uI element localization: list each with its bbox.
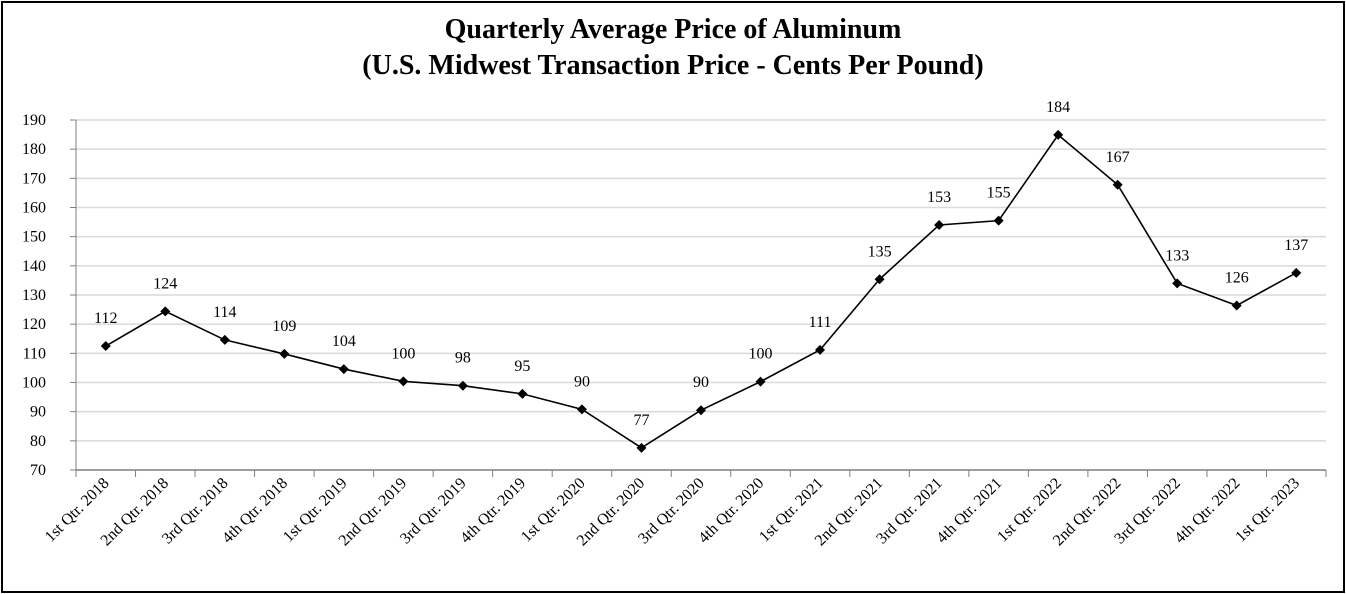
y-axis-tick-labels: 70 80 90 100 110 120 130 140 150 160 170 180 190 <box>22 112 46 479</box>
y-tick-label: 130 <box>22 287 46 304</box>
data-marker <box>160 306 171 317</box>
data-marker <box>100 341 111 352</box>
y-tick-label: 170 <box>22 170 46 187</box>
y-tick-label: 160 <box>22 200 46 217</box>
data-marker <box>874 274 885 285</box>
x-tick-label: 1st Qtr. 2023 <box>1232 475 1303 546</box>
data-label: 90 <box>693 374 709 391</box>
data-label: 126 <box>1225 270 1249 287</box>
axes <box>70 119 1327 477</box>
data-marker <box>576 404 587 415</box>
data-label: 77 <box>633 412 649 429</box>
data-marker <box>517 388 528 399</box>
data-label: 104 <box>332 333 356 350</box>
data-marker <box>636 442 647 453</box>
y-tick-label: 180 <box>22 141 46 158</box>
data-label: 153 <box>927 189 951 206</box>
gridlines <box>76 119 1326 442</box>
data-marker <box>338 364 349 375</box>
y-tick-label: 140 <box>22 258 46 275</box>
data-labels: 112 124 114 109 104 100 98 95 90 77 90 100 111 135 153… <box>94 99 1308 429</box>
data-marker <box>1231 300 1242 311</box>
chart-subtitle: (U.S. Midwest Transaction Price - Cents … <box>362 50 984 81</box>
y-tick-label: 80 <box>30 433 46 450</box>
data-label: 100 <box>391 345 415 362</box>
data-label: 95 <box>514 358 530 375</box>
data-marker <box>457 380 468 391</box>
data-label: 90 <box>574 373 590 390</box>
data-marker <box>1172 278 1183 289</box>
data-label: 100 <box>749 346 773 363</box>
y-tick-label: 150 <box>22 229 46 246</box>
data-marker <box>398 376 409 387</box>
data-label: 133 <box>1165 247 1189 264</box>
data-label: 135 <box>868 243 892 260</box>
data-marker <box>696 405 706 416</box>
y-tick-label: 190 <box>22 112 46 129</box>
data-marker <box>934 220 945 230</box>
chart-title: Quarterly Average Price of Aluminum <box>444 14 902 45</box>
data-markers <box>100 129 1302 453</box>
data-marker <box>1291 267 1302 278</box>
data-marker <box>1112 179 1123 190</box>
y-tick-label: 100 <box>22 375 46 392</box>
data-label: 167 <box>1106 149 1130 166</box>
data-marker <box>993 215 1004 226</box>
y-tick-label: 110 <box>23 345 46 362</box>
data-marker <box>755 376 766 387</box>
data-label: 109 <box>272 318 296 335</box>
data-label: 137 <box>1284 237 1308 254</box>
data-label: 114 <box>213 304 236 321</box>
data-label: 111 <box>809 314 832 331</box>
y-tick-label: 120 <box>22 316 46 333</box>
data-label: 124 <box>153 275 177 292</box>
data-marker <box>815 344 826 355</box>
data-marker <box>219 334 230 345</box>
data-label: 98 <box>455 350 471 367</box>
data-marker <box>1053 129 1064 140</box>
data-label: 184 <box>1046 99 1070 116</box>
y-tick-label: 70 <box>30 462 46 479</box>
y-tick-label: 90 <box>30 404 46 421</box>
data-label: 112 <box>94 310 117 327</box>
data-marker <box>279 348 290 359</box>
data-label: 155 <box>987 185 1011 202</box>
